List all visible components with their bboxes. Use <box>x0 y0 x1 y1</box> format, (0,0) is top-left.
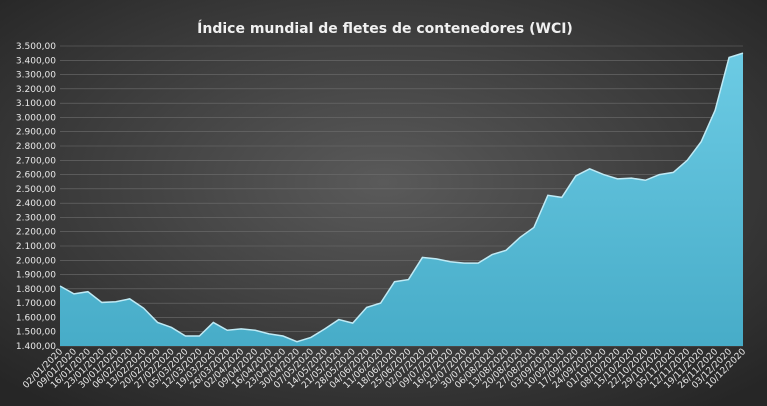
y-tick-label: 1.400,00 <box>16 342 56 352</box>
y-tick-label: 2.100,00 <box>16 242 56 252</box>
y-tick-label: 3.500,00 <box>16 42 56 52</box>
y-tick-label: 2.700,00 <box>16 156 56 166</box>
y-tick-label: 3.300,00 <box>16 71 56 81</box>
y-tick-label: 2.900,00 <box>16 128 56 138</box>
area <box>60 53 743 347</box>
y-tick-label: 3.200,00 <box>16 85 56 95</box>
y-tick-label: 1.900,00 <box>16 271 56 281</box>
y-tick-label: 2.300,00 <box>16 213 56 223</box>
y-tick-label: 3.000,00 <box>16 113 56 123</box>
area-edge <box>59 52 744 343</box>
y-tick-label: 1.800,00 <box>16 285 56 295</box>
y-tick-label: 2.500,00 <box>16 185 56 195</box>
y-tick-label: 2.000,00 <box>16 256 56 266</box>
y-tick-label: 2.800,00 <box>16 142 56 152</box>
y-tick-label: 2.200,00 <box>16 228 56 238</box>
chart-title: Índice mundial de fletes de contenedores… <box>197 20 573 37</box>
y-tick-label: 3.100,00 <box>16 99 56 109</box>
y-tick-label: 3.400,00 <box>16 56 56 66</box>
y-tick-label: 1.500,00 <box>16 328 56 338</box>
y-tick-label: 1.700,00 <box>16 299 56 309</box>
y-tick-label: 2.600,00 <box>16 171 56 181</box>
y-tick-label: 1.600,00 <box>16 313 56 323</box>
y-tick-label: 2.400,00 <box>16 199 56 209</box>
